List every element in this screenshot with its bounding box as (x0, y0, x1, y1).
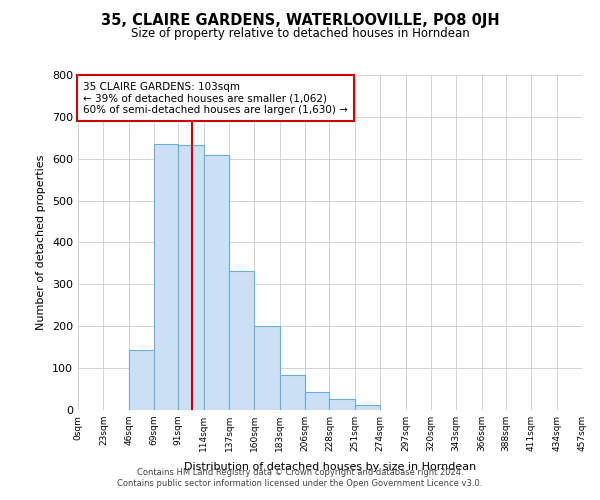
Bar (154, 144, 178, 410)
Bar (204, 156, 229, 410)
Bar (355, 406, 380, 410)
Bar (305, 392, 329, 410)
X-axis label: Distribution of detached houses by size in Horndean: Distribution of detached houses by size … (184, 462, 476, 472)
Bar (129, 350, 154, 410)
Text: 35, CLAIRE GARDENS, WATERLOOVILLE, PO8 0JH: 35, CLAIRE GARDENS, WATERLOOVILLE, PO8 0… (101, 12, 499, 28)
Bar (329, 398, 355, 410)
Bar (280, 375, 305, 410)
Text: Size of property relative to detached houses in Horndean: Size of property relative to detached ho… (131, 28, 469, 40)
Bar (229, 272, 254, 410)
Bar (178, 146, 204, 410)
Y-axis label: Number of detached properties: Number of detached properties (37, 155, 46, 330)
Text: Contains HM Land Registry data © Crown copyright and database right 2024.
Contai: Contains HM Land Registry data © Crown c… (118, 468, 482, 487)
Text: 35 CLAIRE GARDENS: 103sqm
← 39% of detached houses are smaller (1,062)
60% of se: 35 CLAIRE GARDENS: 103sqm ← 39% of detac… (83, 82, 348, 115)
Bar (254, 326, 280, 410)
